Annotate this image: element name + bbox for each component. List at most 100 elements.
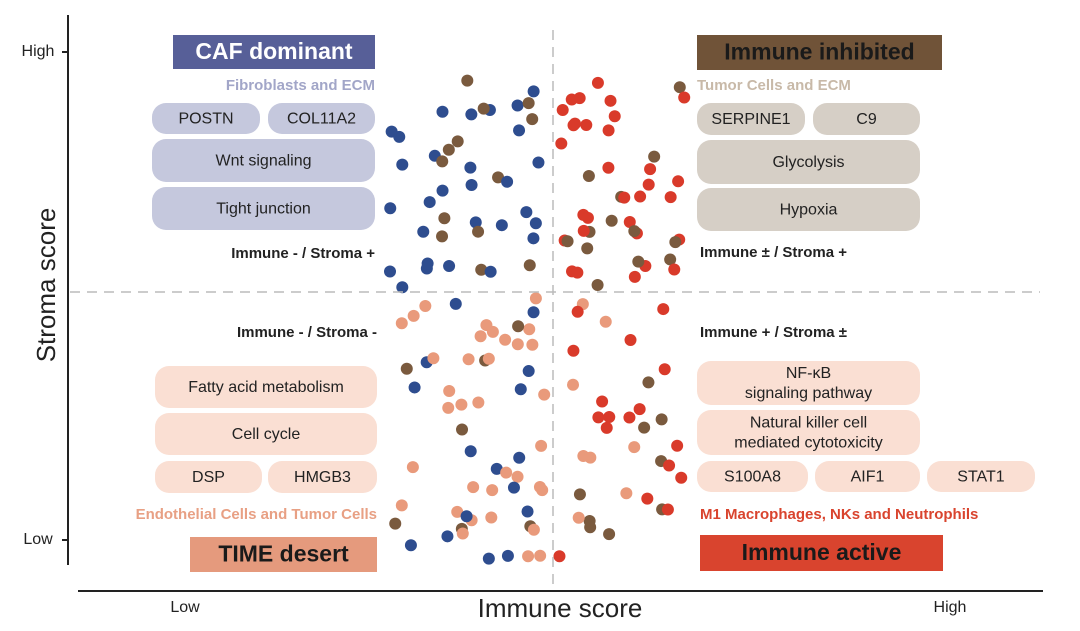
tag-text: C9 [856,111,877,128]
x-label: Immune score [478,593,643,623]
dot [523,259,536,272]
dot [567,378,580,391]
dot [407,309,420,322]
dot [529,217,542,230]
tag-box [697,461,808,492]
dot [535,439,548,452]
dot [663,459,676,472]
dot [507,481,520,494]
dot [655,413,668,426]
dot [464,161,477,174]
dot [599,315,612,328]
dot [522,550,535,563]
dot [661,503,674,516]
dot [644,163,657,176]
tag-box [697,103,805,135]
dot [678,91,691,104]
tag-box [697,361,920,405]
quadrant-label: Immune - / Stroma + [231,245,375,262]
dot [592,411,605,424]
dot [492,171,505,184]
x-high: High [934,599,967,616]
dot [400,362,413,375]
tag-text: AIF1 [851,469,885,486]
dot [634,190,647,203]
dot [628,225,641,238]
dot [472,225,485,238]
y-low: Low [23,531,53,548]
dot [521,505,534,518]
tag-text: SERPINE1 [711,111,790,128]
tag-text: DSP [192,469,225,486]
dot [536,484,549,497]
tag-box [155,413,377,455]
title: TIME desert [218,541,349,567]
quadrants: CAF dominant Fibroblasts and ECM Immune - … [136,35,1035,572]
dot [442,401,455,414]
dot [464,445,477,458]
dot [436,230,449,243]
dot [512,320,525,333]
dot [638,421,651,434]
dot [461,74,474,87]
dot [620,487,633,500]
dot [534,549,547,562]
dot [623,411,636,424]
title-box [700,535,943,571]
dot [664,191,677,204]
dot [527,523,540,536]
dot [501,175,514,188]
dot [668,263,681,276]
tag-text: COL11A2 [287,111,356,128]
dot [396,281,409,294]
dot [527,232,540,245]
dot [538,388,551,401]
dot [671,439,684,452]
title-box [173,35,375,69]
dot [526,113,539,126]
scatter-dots [384,74,691,565]
dot [477,102,490,115]
title-box [190,537,377,572]
dot [462,353,475,366]
dot [571,305,584,318]
dot [642,178,655,191]
dot [451,135,464,148]
dot [632,255,645,268]
tag-box [152,187,375,230]
dot [572,511,585,524]
dot [602,124,615,137]
dot [657,303,670,316]
dot [605,214,618,227]
dot [389,517,402,530]
quadrant-label: Immune + / Stroma ± [700,324,847,341]
tag-text: Tight junction [216,201,311,218]
quadrant: Immune inhibited Tumor Cells and ECM Immun… [697,35,942,261]
subtitle: Tumor Cells and ECM [697,77,851,94]
title: Immune inhibited [724,39,914,65]
dot [527,85,540,98]
dot [490,462,503,475]
y-high: High [22,43,55,60]
dot [443,260,456,273]
tag-text: signaling pathway [745,385,872,402]
subtitle: M1 Macrophages, NKs and Neutrophils [700,506,978,523]
dot [384,202,397,215]
dot [406,461,419,474]
dot [603,528,616,541]
dot [499,333,512,346]
dot [465,179,478,192]
dot [555,137,568,150]
dot [561,235,574,248]
dot [580,119,593,132]
dot [623,215,636,228]
dot [581,242,594,255]
dot [449,297,462,310]
tag-text: POSTN [178,111,233,128]
tag-box [268,103,375,134]
dot [522,365,535,378]
dot [529,292,542,305]
dot [472,396,485,409]
dot [581,211,594,224]
dot [577,224,590,237]
